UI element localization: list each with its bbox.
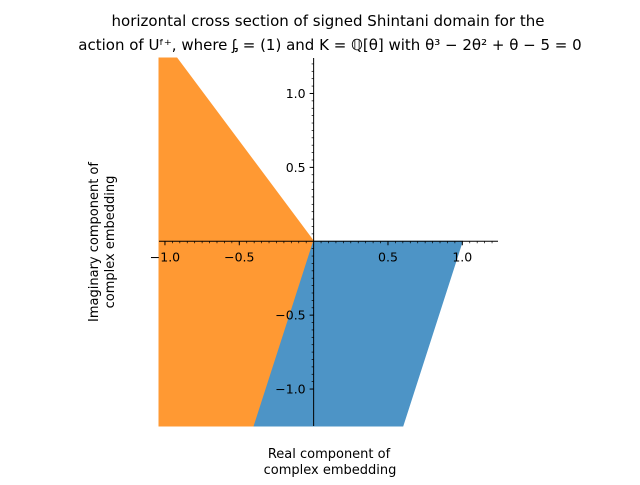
x-tick-label: −1.0 (150, 249, 180, 264)
y-tick-label: −1.0 (275, 382, 305, 397)
y-tick-label: −0.5 (275, 308, 305, 323)
chart-title: horizontal cross section of signed Shint… (78, 12, 581, 54)
y-axis-label-line-1: Imaginary component of (87, 162, 102, 322)
y-tick-label: 1.0 (286, 86, 306, 101)
x-axis-label-line-2: complex embedding (264, 463, 397, 478)
x-axis-label: Real component of complex embedding (264, 447, 397, 478)
chart-title-line-1: horizontal cross section of signed Shint… (112, 12, 545, 30)
x-tick-label: 0.5 (378, 249, 398, 264)
y-axis-label-line-2: complex embedding (103, 176, 118, 309)
y-axis-label: Imaginary component of complex embedding (87, 162, 118, 322)
y-tick-label: 0.5 (286, 160, 306, 175)
x-tick-label: −0.5 (224, 249, 254, 264)
plot-area: −1.0 −0.5 0.5 1.0 −1.0 −0.5 0.5 1.0 (150, 57, 498, 427)
x-tick-label: 1.0 (452, 249, 472, 264)
x-axis-label-line-1: Real component of (268, 447, 391, 462)
chart-title-line-2: action of Uᶠ⁺, where ᶋ = (1) and K = ℚ[θ… (78, 36, 581, 54)
